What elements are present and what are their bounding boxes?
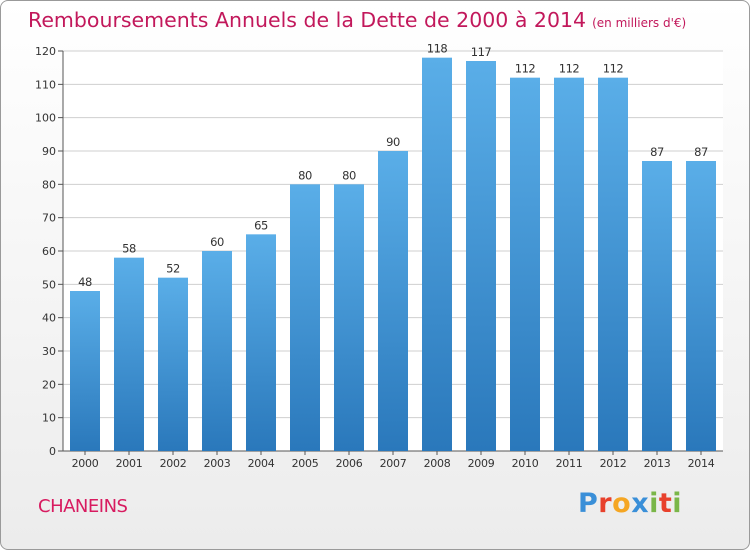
bar-value-label: 80 [298, 168, 312, 182]
logo-letter: i [672, 488, 683, 519]
bar [510, 77, 540, 452]
bar-value-label: 65 [254, 218, 268, 232]
bar-value-label: 48 [78, 275, 92, 289]
bar-value-label: 87 [694, 145, 708, 159]
x-tick-label: 2006 [336, 457, 363, 470]
bar-value-label: 117 [471, 45, 492, 59]
bar [334, 184, 364, 452]
logo-letter: x [631, 488, 650, 519]
logo-letter: t [658, 488, 673, 519]
bar [114, 257, 144, 451]
x-tick-label: 2012 [600, 457, 627, 470]
logo-letter: i [649, 488, 659, 519]
y-tick-label: 50 [42, 278, 56, 291]
bar [422, 57, 452, 452]
bar [598, 77, 628, 452]
y-tick-label: 120 [35, 45, 56, 58]
commune-name: CHANEINS [38, 496, 128, 517]
logo-letter: o [612, 488, 632, 519]
proxiti-logo: Proxiti [578, 488, 682, 519]
y-tick-label: 90 [42, 145, 56, 158]
x-tick-label: 2011 [556, 457, 583, 470]
bar-value-label: 118 [427, 42, 448, 56]
bar [202, 251, 232, 451]
bar-value-label: 58 [122, 242, 136, 256]
logo-letter: P [578, 488, 599, 519]
bar [642, 161, 672, 451]
x-tick-label: 2002 [160, 457, 187, 470]
y-tick-label: 80 [42, 178, 56, 191]
bar [466, 61, 496, 451]
x-tick-label: 2001 [116, 457, 143, 470]
x-tick-label: 2005 [292, 457, 319, 470]
x-tick-label: 2010 [512, 457, 539, 470]
bar-value-label: 112 [559, 62, 580, 76]
y-tick-label: 60 [42, 245, 56, 258]
bar-value-label: 60 [210, 235, 224, 249]
y-tick-label: 70 [42, 212, 56, 225]
title-main: Remboursements Annuels de la Dette de 20… [28, 8, 587, 32]
bar-value-label: 112 [603, 62, 624, 76]
y-tick-label: 30 [42, 345, 56, 358]
logo-letter: r [598, 488, 613, 519]
chart-title: Remboursements Annuels de la Dette de 20… [28, 8, 686, 32]
bar [290, 184, 320, 452]
bar [70, 291, 100, 451]
y-tick-label: 20 [42, 378, 56, 391]
bar-value-label: 90 [386, 135, 400, 149]
bar [554, 77, 584, 452]
bar [246, 234, 276, 451]
bar-value-label: 112 [515, 62, 536, 76]
bar-value-label: 52 [166, 262, 180, 276]
x-tick-label: 2000 [72, 457, 99, 470]
y-tick-label: 40 [42, 312, 56, 325]
y-tick-label: 100 [35, 112, 56, 125]
x-tick-label: 2008 [424, 457, 451, 470]
x-tick-label: 2009 [468, 457, 495, 470]
bar [378, 151, 408, 451]
y-tick-label: 110 [35, 78, 56, 91]
title-subtitle: (en milliers d'€) [592, 16, 687, 30]
bar-value-label: 80 [342, 168, 356, 182]
x-tick-label: 2003 [204, 457, 231, 470]
x-tick-label: 2004 [248, 457, 275, 470]
bar-value-label: 87 [650, 145, 664, 159]
x-tick-label: 2007 [380, 457, 407, 470]
bar-chart: 0 10 20 30 40 50 60 70 80 90 100 110 120 48 2000 58 2001… [35, 42, 723, 470]
y-tick-label: 10 [42, 412, 56, 425]
bar [686, 161, 716, 451]
x-tick-label: 2013 [644, 457, 671, 470]
x-tick-label: 2014 [688, 457, 715, 470]
bar [158, 277, 188, 451]
y-tick-label: 0 [49, 445, 56, 458]
